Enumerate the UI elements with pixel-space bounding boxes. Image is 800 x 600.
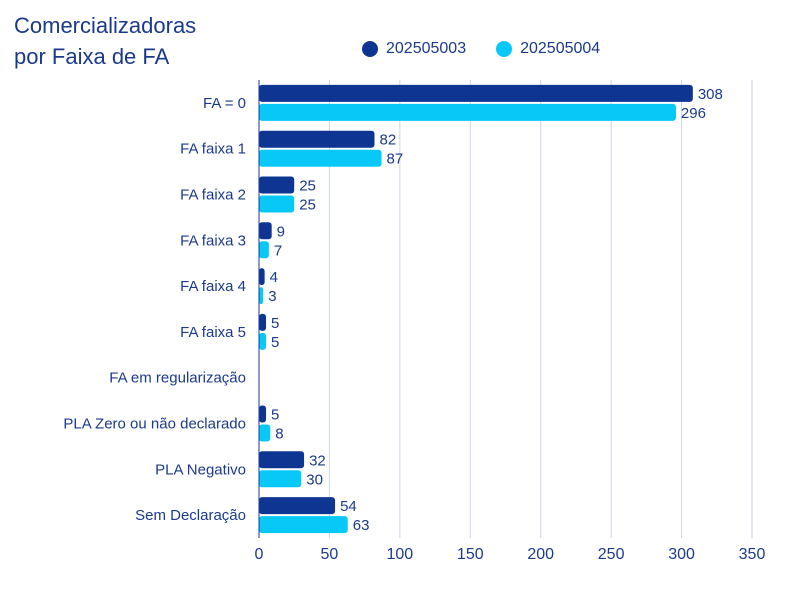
data-label: 7 (274, 242, 282, 259)
data-label: 9 (277, 223, 285, 240)
chart-title: Comercializadoras por Faixa de FA (14, 10, 196, 72)
category-label: FA faixa 4 (180, 278, 246, 295)
bar (259, 424, 271, 442)
bar (259, 176, 295, 194)
bar (259, 268, 265, 286)
data-label: 32 (309, 452, 326, 469)
legend-label-series-1: 202505003 (386, 40, 467, 57)
category-label: FA faixa 1 (180, 141, 246, 158)
x-tick-label: 150 (457, 546, 484, 563)
data-label: 82 (380, 132, 397, 149)
bar (259, 451, 305, 469)
x-tick-label: 50 (321, 546, 339, 563)
chart-title-line-2: por Faixa de FA (14, 44, 170, 69)
bar (259, 130, 375, 148)
data-label: 308 (698, 86, 723, 103)
bar (259, 195, 295, 213)
data-label: 8 (275, 426, 283, 443)
category-label: PLA Zero ou não declarado (63, 416, 246, 433)
category-label: FA = 0 (203, 95, 246, 112)
category-label: Sem Declaração (135, 507, 246, 524)
x-tick-label: 100 (387, 546, 414, 563)
legend-label-series-2: 202505004 (520, 40, 601, 57)
x-tick-label: 200 (527, 546, 554, 563)
category-label: FA faixa 2 (180, 187, 246, 204)
bar (259, 516, 348, 534)
x-tick-label: 0 (255, 546, 264, 563)
legend-dot-series-2 (496, 41, 513, 57)
bar (259, 470, 302, 488)
data-label: 63 (353, 517, 370, 534)
bar (259, 405, 267, 423)
data-label: 25 (299, 197, 316, 214)
category-label: FA em regularização (109, 370, 246, 387)
data-label: 5 (271, 334, 279, 351)
data-label: 54 (340, 498, 357, 515)
bar (259, 313, 267, 331)
data-label: 3 (268, 288, 276, 305)
category-label: PLA Negativo (155, 461, 246, 478)
legend-item-series-2: 202505004 (496, 40, 600, 58)
chart-legend: 202505003 202505004 (362, 40, 600, 58)
data-label: 87 (387, 151, 404, 168)
data-label: 5 (271, 407, 279, 424)
category-label: FA faixa 5 (180, 324, 246, 341)
data-label: 4 (270, 269, 278, 286)
legend-dot-series-1 (362, 41, 378, 57)
bar (259, 287, 264, 305)
bar (259, 241, 269, 259)
x-tick-label: 300 (668, 546, 695, 563)
legend-item-series-1: 202505003 (362, 40, 466, 58)
category-label: FA faixa 3 (180, 232, 246, 249)
x-tick-label: 350 (739, 546, 766, 563)
data-label: 5 (271, 315, 279, 332)
data-label: 30 (306, 471, 323, 488)
chart-title-line-1: Comercializadoras (14, 13, 197, 38)
bar (259, 103, 676, 121)
data-label: 296 (681, 105, 706, 122)
x-tick-label: 250 (598, 546, 625, 563)
bar (259, 222, 272, 240)
bar (259, 332, 267, 350)
data-label: 25 (299, 178, 316, 195)
bar (259, 84, 693, 102)
bar (259, 497, 336, 515)
bar (259, 149, 382, 167)
